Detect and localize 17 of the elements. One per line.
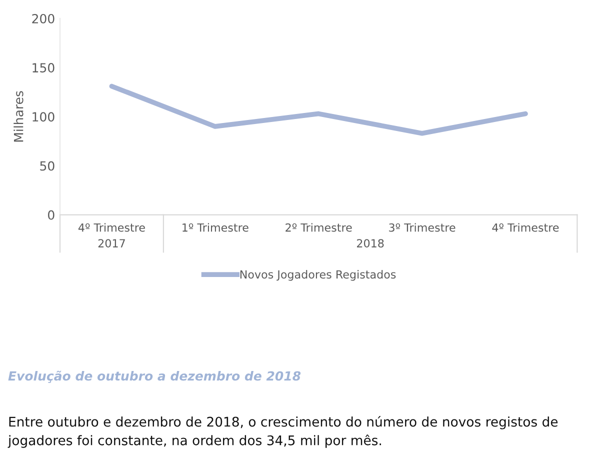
line-series bbox=[109, 84, 528, 136]
text: 2017 bbox=[98, 239, 125, 248]
legend-label: Novos Jogadores Registados bbox=[240, 270, 396, 281]
y-tick-label: 150 bbox=[32, 63, 54, 72]
x-tick-label: 3º Trimestre bbox=[389, 223, 456, 232]
text: Evolução de outubro a dezembro de 2018 bbox=[8, 370, 301, 383]
y-tick-label: 200 bbox=[32, 14, 54, 24]
x-tick-label: 1º Trimestre bbox=[182, 223, 248, 232]
y-axis-title: Milhares bbox=[14, 91, 24, 142]
text: Entre outubro e dezembro de 2018, o crescimento do número de novos registos de jogadores foi constante, na ordem dos 34,5 mil por mês. bbox=[8, 416, 558, 448]
x-tick-label: 2º Trimestre bbox=[286, 223, 352, 232]
text: 2018 bbox=[356, 239, 384, 248]
x-tick-label: 4º Trimestre bbox=[492, 223, 559, 232]
y-tick-label: 0 bbox=[48, 210, 54, 220]
y-tick-label: 50 bbox=[40, 161, 54, 171]
y-tick-label: 100 bbox=[32, 112, 54, 122]
x-tick-label: 4º Trimestre bbox=[78, 223, 145, 232]
